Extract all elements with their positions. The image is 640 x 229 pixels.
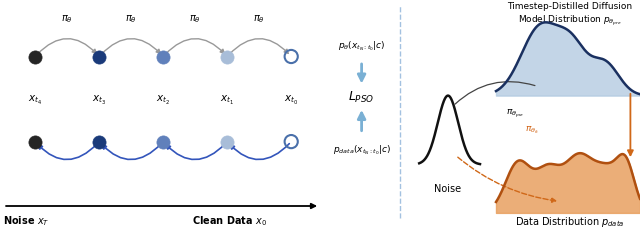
Text: $p_\theta(x_{t_N:t_0}|c)$: $p_\theta(x_{t_N:t_0}|c)$: [338, 39, 385, 52]
Point: [222, 140, 232, 144]
Text: $x_{t_0}$: $x_{t_0}$: [284, 93, 298, 106]
Point: [222, 55, 232, 59]
Point: [30, 55, 40, 59]
Text: $x_{t_3}$: $x_{t_3}$: [92, 93, 106, 106]
Point: [158, 55, 168, 59]
Text: Noise $x_T$: Noise $x_T$: [3, 213, 49, 227]
Text: $\pi_\theta$: $\pi_\theta$: [253, 14, 265, 25]
Text: $x_{t_1}$: $x_{t_1}$: [220, 93, 234, 106]
Text: Data Distribution $p_{data}$: Data Distribution $p_{data}$: [515, 214, 624, 228]
Point: [30, 140, 40, 144]
Text: $p_{data}(x_{t_N:t_0}|c)$: $p_{data}(x_{t_N:t_0}|c)$: [333, 143, 390, 157]
Point: [94, 55, 104, 59]
Point: [94, 140, 104, 144]
Text: Timestep-Distilled Diffusion
Model Distribution $p_{\theta_{pre}}$: Timestep-Distilled Diffusion Model Distr…: [507, 2, 632, 27]
Point: [286, 55, 296, 59]
Text: $x_{t_2}$: $x_{t_2}$: [156, 93, 170, 106]
Text: $\pi_\theta$: $\pi_\theta$: [125, 14, 137, 25]
Text: $\pi_\theta$: $\pi_\theta$: [189, 14, 201, 25]
Text: $L_{PSO}$: $L_{PSO}$: [348, 90, 375, 105]
Text: $\pi_\theta$: $\pi_\theta$: [61, 14, 73, 25]
Text: $\pi_{\theta_{ft}}$: $\pi_{\theta_{ft}}$: [525, 124, 540, 135]
Text: Clean Data $x_0$: Clean Data $x_0$: [192, 213, 267, 227]
Point: [286, 140, 296, 144]
Text: $\pi_{\theta_{pre}}$: $\pi_{\theta_{pre}}$: [506, 107, 524, 120]
Point: [158, 140, 168, 144]
Text: $x_{t_4}$: $x_{t_4}$: [28, 93, 42, 106]
Text: Noise: Noise: [435, 183, 461, 193]
